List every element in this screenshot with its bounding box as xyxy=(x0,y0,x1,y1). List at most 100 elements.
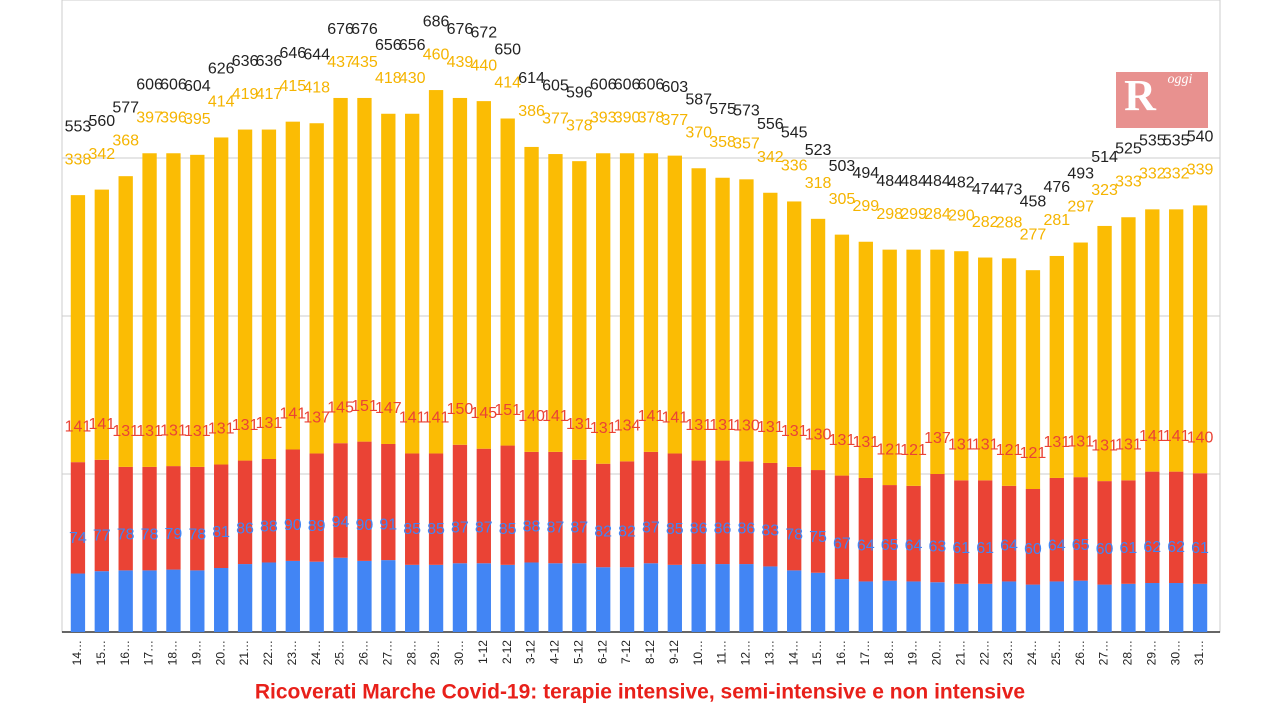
bar-segment xyxy=(70,195,86,463)
bar-segment xyxy=(572,459,587,564)
x-tick-label: 26… xyxy=(1073,640,1087,665)
total-label: 577 xyxy=(112,99,139,116)
bar-segment xyxy=(1025,584,1041,632)
bar-segment xyxy=(572,161,587,460)
bar-segment xyxy=(548,563,563,632)
x-tick-label: 12… xyxy=(739,640,753,665)
total-label: 523 xyxy=(805,142,832,159)
data-label: 299 xyxy=(852,198,879,215)
data-label: 145 xyxy=(327,399,354,416)
bar-segment xyxy=(810,218,826,471)
bar-segment xyxy=(1001,581,1017,632)
bar-segment xyxy=(309,453,324,562)
data-label: 61 xyxy=(952,540,970,557)
bar-segment xyxy=(1145,583,1160,632)
bar-segment xyxy=(978,583,993,632)
bar-segment xyxy=(930,582,945,632)
total-label: 474 xyxy=(972,181,999,198)
total-label: 473 xyxy=(996,182,1023,199)
bar-segment xyxy=(643,451,659,564)
x-tick-label: 25… xyxy=(1049,640,1063,665)
bar-segment xyxy=(954,251,969,481)
bar-segment xyxy=(1145,471,1160,584)
bar-segment xyxy=(763,462,778,567)
data-label: 61 xyxy=(976,540,994,557)
bar-segment xyxy=(333,97,348,444)
data-label: 64 xyxy=(1048,538,1066,555)
x-tick-label: 24… xyxy=(309,640,323,665)
x-tick-label: 19… xyxy=(189,640,203,665)
bar-segment xyxy=(309,561,324,632)
data-label: 131 xyxy=(208,421,235,438)
x-tick-label: 28… xyxy=(404,640,418,665)
data-label: 85 xyxy=(427,521,445,538)
bar-segment xyxy=(1097,584,1112,632)
data-label: 91 xyxy=(379,516,397,533)
data-label: 298 xyxy=(876,206,903,223)
bar-segment xyxy=(118,570,133,632)
data-label: 87 xyxy=(547,519,565,536)
x-tick-label: 11… xyxy=(715,640,729,664)
x-tick-label: 4-12 xyxy=(548,640,562,664)
data-label: 305 xyxy=(829,191,856,208)
bar-segment xyxy=(476,448,491,564)
x-tick-label: 13… xyxy=(762,640,776,665)
bar-segment xyxy=(237,460,253,565)
data-label: 131 xyxy=(1091,437,1118,454)
bar-segment xyxy=(524,562,539,632)
bar-segment xyxy=(452,444,468,564)
data-label: 414 xyxy=(494,75,521,92)
bar-segment xyxy=(94,571,109,632)
x-tick-label: 18… xyxy=(166,640,180,665)
data-label: 90 xyxy=(284,517,302,534)
bar-segment xyxy=(94,459,109,572)
chart-title: Ricoverati Marche Covid-19: terapie inte… xyxy=(255,681,1025,704)
data-label: 145 xyxy=(470,405,497,422)
data-label: 61 xyxy=(1120,540,1138,557)
bar-segment xyxy=(834,579,850,632)
bar-segment xyxy=(882,249,897,486)
data-label: 141 xyxy=(1163,428,1190,445)
bar-segment xyxy=(476,101,491,449)
data-label: 87 xyxy=(475,519,493,536)
x-tick-label: 15… xyxy=(810,640,824,665)
data-label: 150 xyxy=(447,401,474,418)
data-label: 299 xyxy=(900,206,927,223)
x-tick-label: 14… xyxy=(786,640,800,665)
data-label: 393 xyxy=(590,109,617,126)
bar-segment xyxy=(715,460,730,565)
total-label: 596 xyxy=(566,84,593,101)
data-label: 60 xyxy=(1096,541,1114,558)
x-tick-label: 17… xyxy=(858,640,872,665)
data-label: 460 xyxy=(423,46,450,63)
data-label: 87 xyxy=(570,519,588,536)
bar-segment xyxy=(142,570,157,632)
bar-segment xyxy=(94,189,109,460)
total-label: 650 xyxy=(494,42,521,59)
x-tick-label: 16… xyxy=(834,640,848,665)
bar-segment xyxy=(357,560,372,632)
bar-segment xyxy=(858,241,873,478)
x-tick-label: 18… xyxy=(882,640,896,665)
bar-segment xyxy=(118,466,133,571)
bar-segment xyxy=(500,445,515,565)
x-tick-label: 30… xyxy=(452,640,466,665)
bar-segment xyxy=(930,474,945,583)
data-label: 378 xyxy=(566,117,593,134)
bar-segment xyxy=(428,453,444,565)
x-tick-label: 6-12 xyxy=(595,640,609,664)
data-label: 81 xyxy=(212,524,230,541)
data-label: 134 xyxy=(614,418,641,435)
data-label: 281 xyxy=(1043,212,1070,229)
data-label: 78 xyxy=(785,527,803,544)
data-label: 86 xyxy=(236,520,254,537)
total-label: 606 xyxy=(638,76,665,93)
x-tick-label: 15… xyxy=(94,640,108,665)
data-label: 67 xyxy=(833,535,851,552)
bar-segment xyxy=(166,153,181,467)
data-label: 338 xyxy=(65,151,92,168)
total-label: 626 xyxy=(208,61,235,78)
data-label: 358 xyxy=(709,134,736,151)
bar-segment xyxy=(1073,242,1088,478)
total-label: 603 xyxy=(661,79,688,96)
